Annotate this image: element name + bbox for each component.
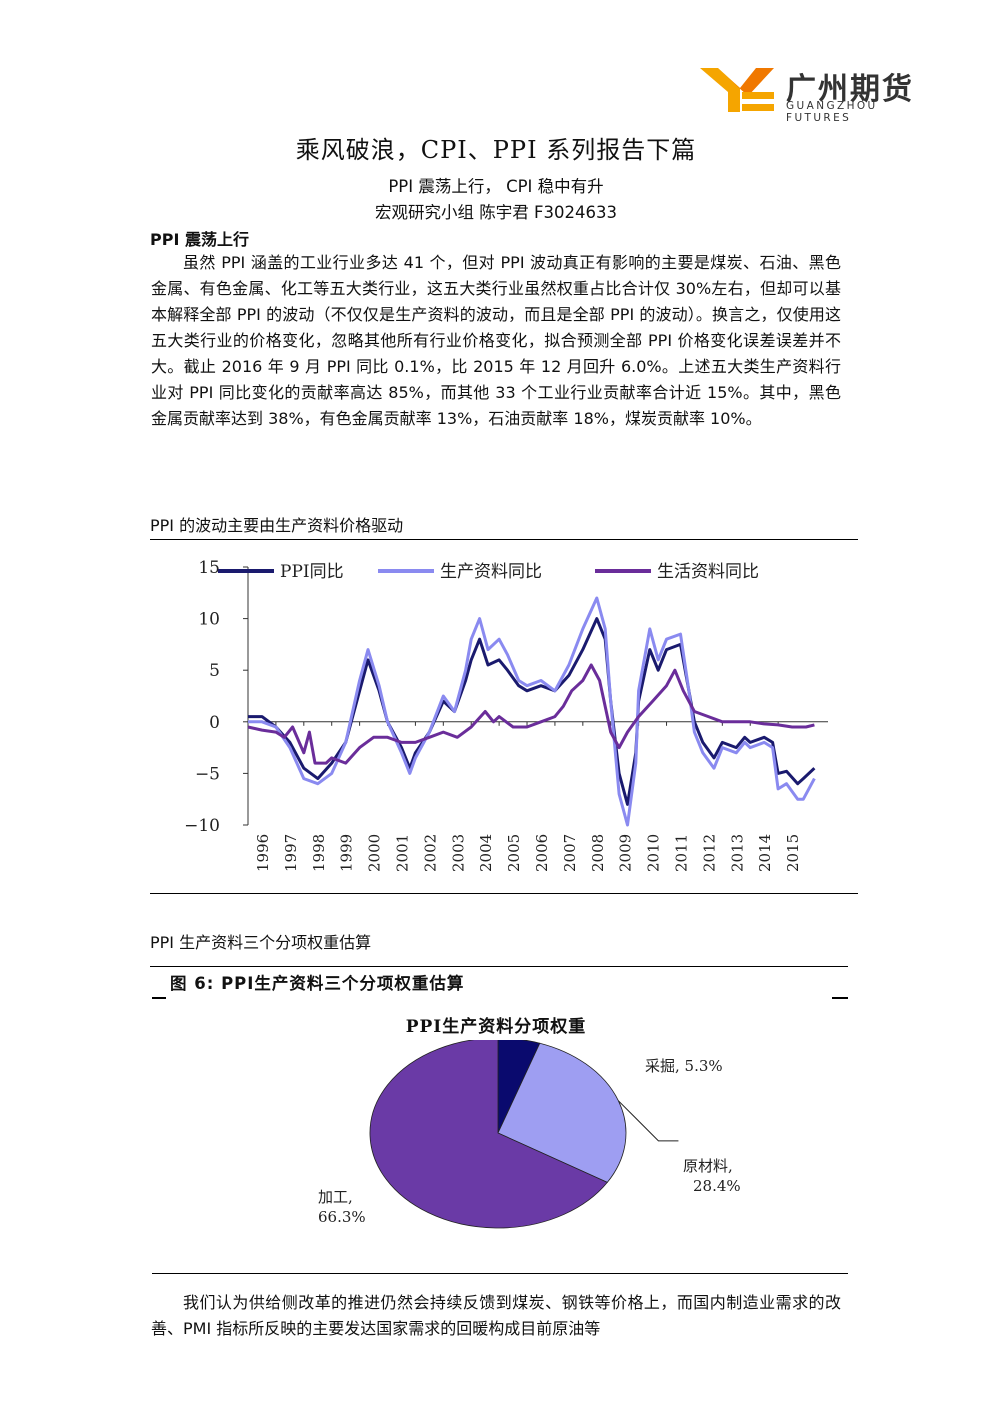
body-paragraph-2: 我们认为供给侧改革的推进仍然会持续反馈到煤炭、钢铁等价格上，而国内制造业需求的改…: [151, 1293, 841, 1338]
x-tick-label: 2003: [449, 834, 467, 872]
chart-top-rule: [150, 539, 858, 540]
pie-chart: 采掘, 5.3% 原材料, 28.4% 加工, 66.3%: [318, 1040, 741, 1229]
series-line-0: [248, 617, 816, 806]
y-tick-label: 15: [198, 558, 220, 578]
pie-chart-title: PPI生产资料分项权重: [405, 1017, 587, 1037]
y-tick-label: 10: [198, 610, 220, 630]
figure-left-tick: [152, 997, 166, 999]
y-tick-label: 0: [209, 713, 220, 733]
leader-line: [618, 1100, 679, 1142]
legend-label: 生活资料同比: [657, 562, 759, 582]
pie-label-2b: 66.3%: [318, 1208, 366, 1226]
chart-caption: PPI 的波动主要由生产资料价格驱动: [150, 516, 404, 535]
x-tick-label: 2013: [728, 834, 746, 872]
x-tick-label: 2000: [366, 834, 384, 872]
document-title: 乘风破浪，CPI、PPI 系列报告下篇: [295, 136, 697, 164]
x-tick-label: 2009: [617, 834, 635, 872]
pie-label-1: 原材料,: [683, 1157, 733, 1175]
brand-name-english: GUANGZHOU FUTURES: [786, 100, 878, 124]
figure-top-rule: [150, 966, 848, 967]
x-tick-label: 1998: [310, 834, 328, 872]
y-tick-label: −5: [195, 764, 220, 784]
y-tick-label: 5: [209, 661, 220, 681]
x-tick-label: 1999: [338, 834, 356, 872]
x-tick-label: 2011: [672, 834, 690, 872]
y-tick-label: −10: [184, 816, 220, 836]
figure-bottom-rule: [152, 1273, 848, 1274]
legend-label: PPI同比: [280, 562, 344, 582]
brand-name: 广州期货: [786, 72, 914, 107]
figure-title: 图 6: PPI生产资料三个分项权重估算: [170, 974, 465, 993]
chart-caption-2: PPI 生产资料三个分项权重估算: [150, 933, 372, 952]
pie-label-1b: 28.4%: [693, 1177, 741, 1195]
x-tick-label: 2001: [393, 834, 411, 872]
x-tick-label: 1996: [254, 834, 272, 872]
x-tick-label: 2012: [700, 834, 718, 872]
author-line: 宏观研究小组 陈宇君 F3024633: [375, 203, 617, 222]
x-tick-label: 2008: [589, 834, 607, 872]
pie-slice-2: [369, 1040, 608, 1229]
x-tick-label: 2004: [477, 834, 495, 872]
logo-mark-icon: [700, 68, 774, 112]
ppi-line-chart: 15 10 5 0 −5 −10 1996 1997 1998 1999 2000 2001 2002 2…: [184, 558, 828, 872]
x-tick-label: 2006: [533, 834, 551, 872]
section-heading: PPI 震荡上行: [150, 230, 249, 249]
chart-bottom-rule: [150, 893, 858, 894]
figure-right-tick: [832, 997, 848, 999]
pie-slice-1: [497, 1042, 627, 1183]
pie-label-2: 加工,: [318, 1188, 353, 1206]
x-tick-label: 2014: [756, 834, 774, 872]
x-tick-label: 2010: [645, 834, 663, 872]
x-tick-label: 2005: [505, 834, 523, 872]
document-subtitle: PPI 震荡上行， CPI 稳中有升: [388, 177, 604, 196]
x-tick-label: 2007: [561, 834, 579, 872]
body-paragraph: 虽然 PPI 涵盖的工业行业多达 41 个，但对 PPI 波动真正有影响的主要是…: [151, 253, 841, 428]
x-tick-label: 1997: [282, 834, 300, 872]
series-line-2: [247, 663, 815, 765]
x-tick-label: 2002: [421, 834, 439, 872]
x-tick-label: 2015: [784, 834, 802, 872]
pie-label-0: 采掘, 5.3%: [645, 1057, 723, 1075]
legend-label: 生产资料同比: [440, 562, 542, 582]
company-logo: 广州期货 GUANGZHOU FUTURES: [700, 62, 930, 124]
series-line-1: [248, 596, 816, 827]
